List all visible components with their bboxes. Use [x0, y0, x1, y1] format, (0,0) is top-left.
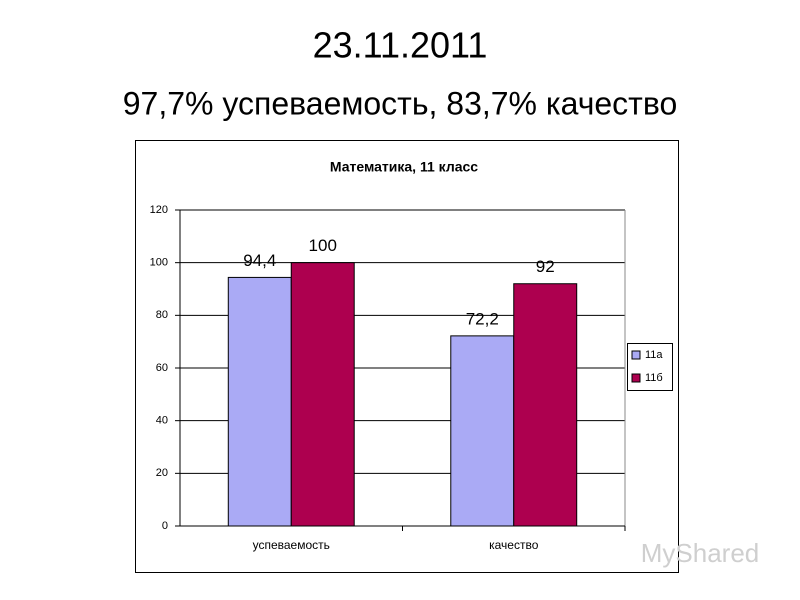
y-tick-label: 20 [156, 467, 168, 479]
data-label: 92 [536, 257, 555, 276]
legend-swatch [631, 350, 641, 360]
slide-subtitle: 97,7% успеваемость, 83,7% качество [123, 85, 678, 121]
legend-label: 11а [645, 349, 663, 361]
data-label: 100 [309, 236, 337, 255]
chart-frame [135, 140, 679, 573]
watermark: MyShared [641, 538, 760, 568]
bar [513, 283, 578, 527]
data-label: 72,2 [466, 309, 499, 328]
y-tick-label: 100 [150, 257, 168, 269]
y-tick-label: 120 [150, 204, 168, 216]
y-tick-label: 0 [162, 520, 168, 532]
x-tick-label: успеваемость [253, 538, 330, 552]
y-tick-label: 40 [156, 415, 168, 427]
bar [290, 262, 355, 527]
y-tick-label: 60 [156, 362, 168, 374]
legend-box [627, 343, 673, 391]
chart-title: Математика, 11 класс [330, 159, 478, 175]
x-tick-label: качество [489, 538, 539, 552]
y-tick-label: 80 [156, 309, 168, 321]
legend-label: 11б [645, 372, 663, 384]
slide-title: 23.11.2011 [313, 25, 488, 66]
bar [227, 276, 292, 527]
legend-swatch [631, 373, 641, 383]
data-label: 94,4 [243, 251, 276, 270]
bar [450, 335, 515, 527]
